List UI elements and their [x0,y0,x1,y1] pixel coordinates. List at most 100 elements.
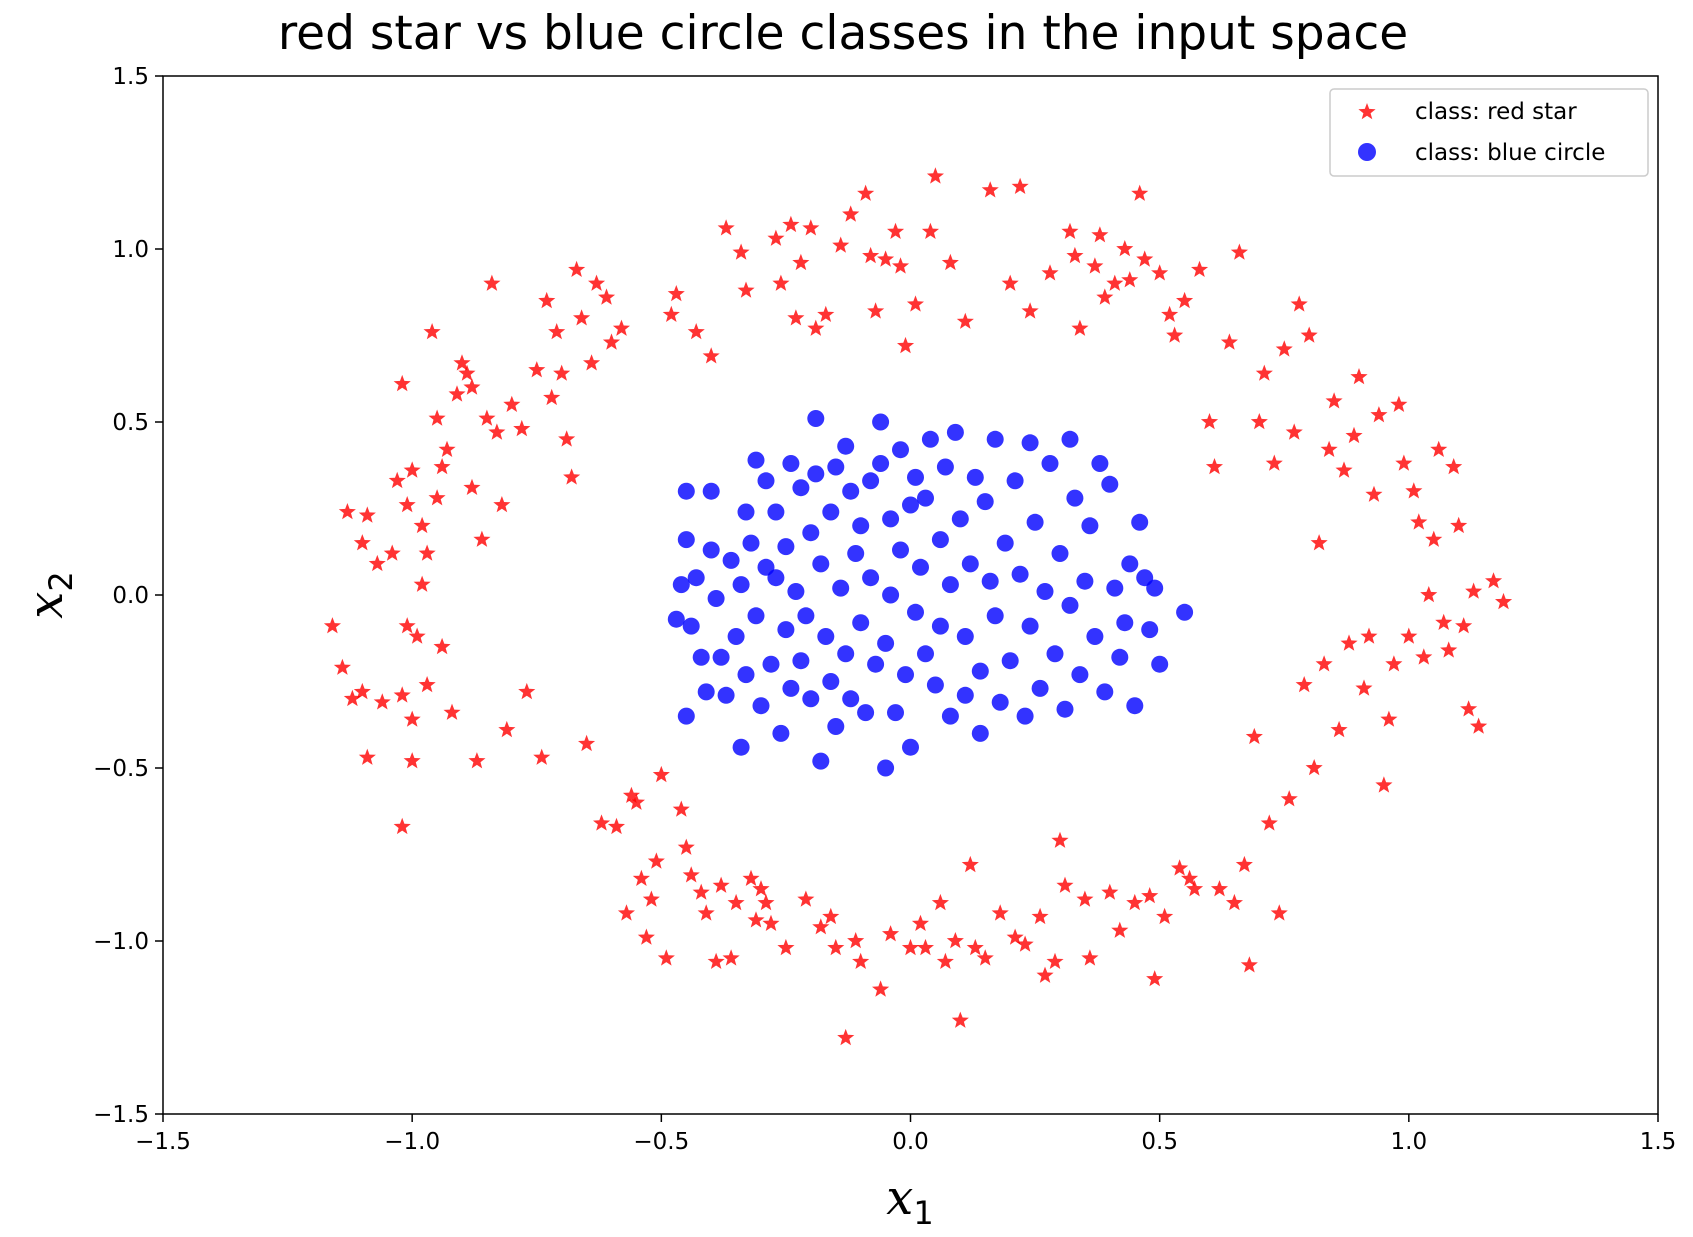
red-star-point [533,748,551,765]
red-star-point [1186,880,1204,897]
x-tick-label: 0.0 [892,1129,929,1155]
red-star-point [393,817,411,835]
red-star-point [1460,700,1478,717]
red-star-point [1141,887,1159,904]
red-star-point [438,440,456,457]
blue-circle-point [692,648,710,666]
red-star-point [951,1011,969,1028]
red-star-point [478,409,496,426]
blue-circle-point [672,576,690,594]
blue-circle-point [772,724,790,742]
blue-circle-point [1031,679,1049,697]
red-star-point [842,205,860,222]
blue-circle-point [1061,596,1079,614]
red-star-point [1325,392,1343,409]
blue-circle-point [1121,555,1139,573]
red-star-point [1056,876,1074,893]
red-star-point [1046,952,1064,969]
red-star-point [398,617,416,634]
blue-circle-point [1141,621,1159,639]
red-star-point [1310,534,1328,551]
blue-circle-point [677,707,695,725]
red-star-point [343,689,361,707]
red-star-point [353,682,371,700]
red-star-point [752,880,770,897]
red-star-point [847,932,865,949]
blue-circle-point [767,503,785,521]
red-star-point [1400,627,1418,644]
red-star-point [1485,572,1503,589]
blue-circle-point [1066,489,1084,507]
red-star-point [946,932,964,949]
red-star-point [926,167,944,184]
blue-circle-point [907,603,924,621]
red-star-point [1191,260,1209,277]
red-star-point [916,938,934,956]
legend-label-blue-circle: class: blue circle [1415,140,1605,166]
red-star-point [538,291,556,309]
red-star-point [1410,513,1428,530]
blue-circle-point [941,576,959,594]
blue-circle-point [697,683,715,701]
red-star-point [612,319,630,336]
red-star-point [1250,413,1268,430]
red-star-point [1220,333,1238,350]
red-star-point [498,720,516,738]
red-star-point [647,852,665,869]
red-star-point [832,236,850,253]
red-star-point [333,658,351,675]
red-star-point [802,219,820,236]
red-star-point [548,323,566,340]
red-star-point [1116,240,1134,257]
blue-circle-point [872,455,890,472]
red-star-point [423,323,441,340]
y-axis-label: x2 [18,571,80,618]
blue-circle-point [961,555,979,573]
blue-circle-point [737,503,755,521]
red-star-point [1355,679,1373,696]
red-star-point [403,461,421,478]
blue-circle-point [1131,513,1149,531]
red-star-point [428,409,446,426]
red-star-point [368,554,386,572]
blue-circle-point [857,704,875,722]
blue-circle-point [787,583,805,600]
red-star-point [1176,291,1194,309]
red-star-point [712,876,730,893]
blue-circle-point [991,693,1009,711]
blue-circle-point [872,413,890,431]
red-star-point [483,274,501,291]
blue-circle-point [802,524,820,542]
red-star-point [702,347,720,364]
blue-circle-point [837,437,855,455]
blue-circle-point [677,482,695,500]
blue-circle-point [1021,617,1039,635]
blue-circle-point [951,510,969,528]
red-star-point [1415,648,1433,665]
red-star-point [1071,319,1089,336]
red-star-point [1041,264,1059,281]
blue-circle-point [1006,472,1024,490]
red-star-point [1285,423,1303,440]
red-star-point [717,219,735,236]
blue-circle-point [902,496,919,514]
red-star-point [463,478,481,495]
legend: class: red star class: blue circle [1329,88,1649,177]
red-star-point [1365,485,1383,502]
blue-circle-point [827,458,845,476]
red-star-point [373,693,391,710]
red-star-point [682,866,700,883]
red-star-point [852,952,870,969]
red-star-point [1470,717,1488,734]
blue-circle-point [667,610,685,628]
red-star-point [672,800,690,817]
red-star-point [1081,949,1099,966]
blue-circle-point [931,531,949,549]
red-star-point [1260,814,1278,831]
red-star-point [857,184,875,201]
red-star-point [1425,530,1443,547]
blue-circle-point [1081,517,1099,535]
red-star-point [1465,582,1483,599]
red-star-point [767,229,785,246]
red-star-point [358,748,376,765]
